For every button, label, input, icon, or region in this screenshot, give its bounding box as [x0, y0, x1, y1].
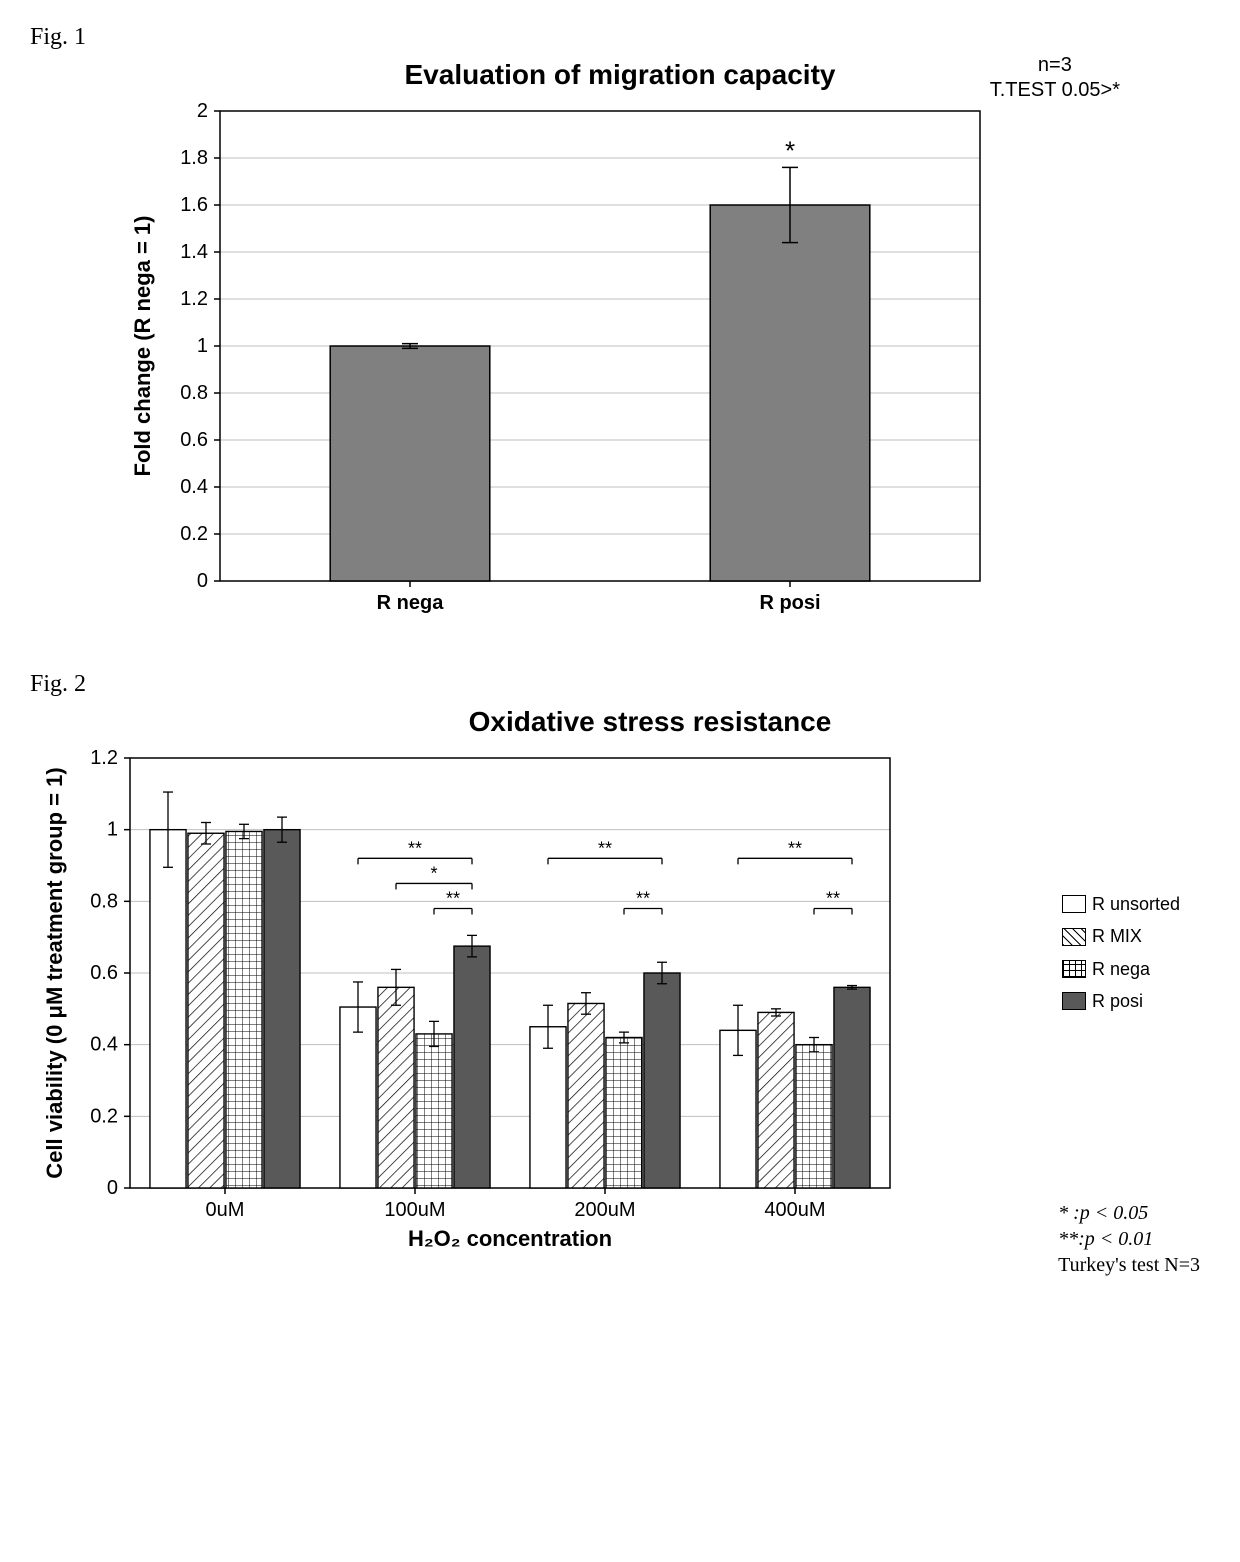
fig1-container: Evaluation of migration capacity n=3 T.T… — [120, 59, 1120, 641]
svg-text:Cell viability (0 μM treatment: Cell viability (0 μM treatment group = 1… — [42, 767, 67, 1178]
svg-text:0.6: 0.6 — [180, 429, 208, 451]
fig2-label: Fig. 2 — [30, 671, 1210, 698]
legend-item: R unsorted — [1062, 888, 1180, 920]
svg-text:**: ** — [446, 889, 460, 909]
svg-text:1.2: 1.2 — [180, 288, 208, 310]
fig2-chart: 00.20.40.60.811.20uM100uM200uM400uM*****… — [30, 738, 930, 1268]
svg-text:1: 1 — [107, 819, 118, 841]
svg-text:1.2: 1.2 — [90, 747, 118, 769]
svg-text:R posi: R posi — [759, 592, 820, 614]
svg-text:1.6: 1.6 — [180, 194, 208, 216]
legend-item: R posi — [1062, 985, 1180, 1017]
note-line: * :p < 0.05 — [1058, 1200, 1200, 1226]
svg-text:1: 1 — [197, 335, 208, 357]
svg-text:0: 0 — [107, 1177, 118, 1199]
svg-text:2: 2 — [197, 100, 208, 122]
legend-swatch — [1062, 895, 1086, 913]
svg-text:**: ** — [636, 889, 650, 909]
legend-label: R MIX — [1092, 920, 1142, 952]
svg-text:0.2: 0.2 — [90, 1105, 118, 1127]
svg-text:0.8: 0.8 — [180, 382, 208, 404]
legend-label: R posi — [1092, 985, 1143, 1017]
svg-text:200uM: 200uM — [574, 1199, 635, 1221]
fig2-title: Oxidative stress resistance — [469, 706, 832, 737]
legend-label: R nega — [1092, 953, 1150, 985]
svg-text:**: ** — [598, 838, 612, 858]
svg-text:0.6: 0.6 — [90, 962, 118, 984]
legend-label: R unsorted — [1092, 888, 1180, 920]
legend-swatch — [1062, 992, 1086, 1010]
note-line: Turkey's test N=3 — [1058, 1252, 1200, 1278]
svg-text:0: 0 — [197, 570, 208, 592]
svg-text:*: * — [785, 135, 795, 165]
svg-text:0.2: 0.2 — [180, 523, 208, 545]
svg-text:100uM: 100uM — [384, 1199, 445, 1221]
fig1-label: Fig. 1 — [30, 24, 1210, 51]
svg-text:400uM: 400uM — [764, 1199, 825, 1221]
svg-text:Fold change (R nega = 1): Fold change (R nega = 1) — [130, 216, 155, 477]
fig1-annot-line2: T.TEST 0.05>* — [990, 78, 1120, 103]
legend-item: R MIX — [1062, 920, 1180, 952]
svg-text:1.8: 1.8 — [180, 147, 208, 169]
legend-item: R nega — [1062, 953, 1180, 985]
svg-text:0uM: 0uM — [206, 1199, 245, 1221]
fig1-annotation: n=3 T.TEST 0.05>* — [990, 53, 1120, 103]
fig2-notes: * :p < 0.05**:p < 0.01Turkey's test N=3 — [1058, 1200, 1200, 1278]
legend-swatch — [1062, 928, 1086, 946]
note-line: **:p < 0.01 — [1058, 1226, 1200, 1252]
svg-text:**: ** — [826, 889, 840, 909]
svg-text:1.4: 1.4 — [180, 241, 208, 263]
fig1-annot-line1: n=3 — [990, 53, 1120, 78]
svg-text:**: ** — [788, 838, 802, 858]
legend-swatch — [1062, 960, 1086, 978]
svg-text:*: * — [430, 863, 437, 883]
fig1-title: Evaluation of migration capacity — [405, 59, 836, 90]
svg-text:0.4: 0.4 — [90, 1034, 118, 1056]
svg-text:0.8: 0.8 — [90, 890, 118, 912]
fig2-legend: R unsortedR MIXR negaR posi — [1062, 888, 1180, 1018]
fig2-container: Oxidative stress resistance 0 0.2 0.4 0.6 0.… — [30, 706, 1210, 1268]
fig1-chart: 0 0.2 0.4 0.6 0.8 1 1.2 1.4 1.6 1.8 2 R nega * R posi… — [120, 91, 1020, 641]
svg-text:H₂O₂ concentration: H₂O₂ concentration — [408, 1226, 612, 1251]
svg-text:0.4: 0.4 — [180, 476, 208, 498]
svg-text:R nega: R nega — [377, 592, 445, 614]
svg-text:**: ** — [408, 838, 422, 858]
